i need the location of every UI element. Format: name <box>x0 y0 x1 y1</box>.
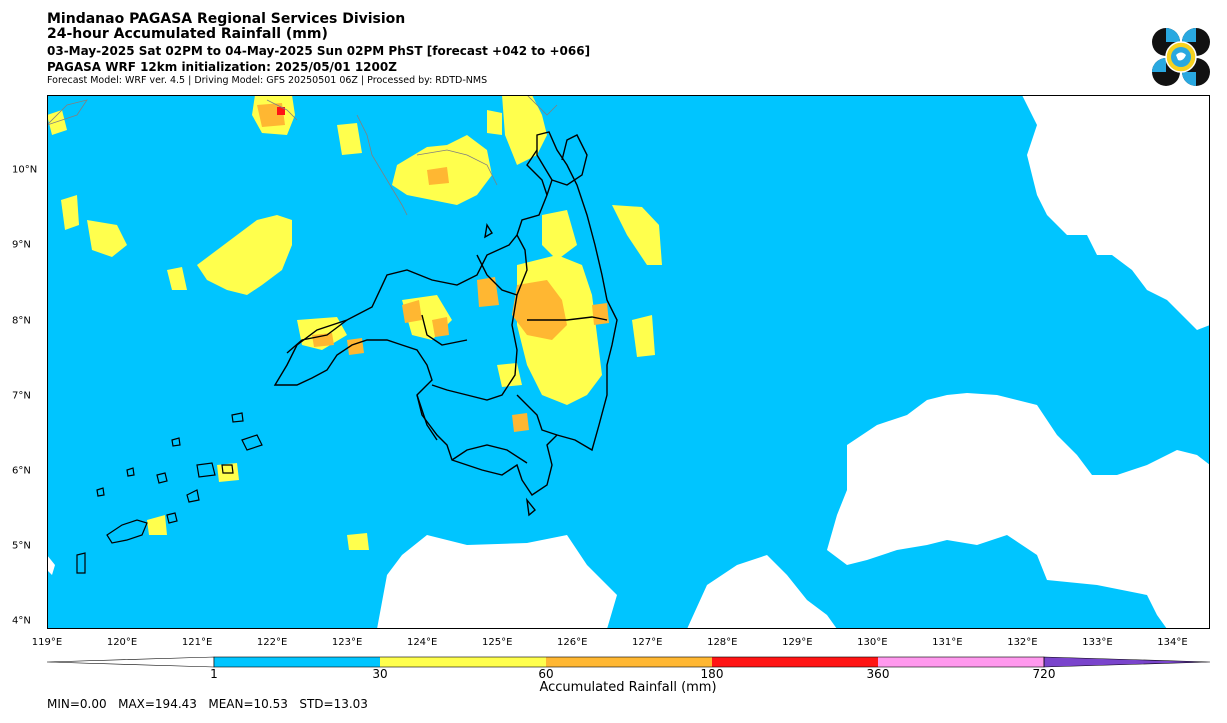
x-tick-label: 121°E <box>181 637 213 648</box>
rainfall-map <box>47 95 1210 629</box>
colorbar-label-360: 360 <box>866 667 890 681</box>
colorbar <box>46 656 1211 668</box>
x-tick-label: 127°E <box>632 637 663 648</box>
colorbar-segment-5 <box>878 657 1044 667</box>
colorbar-segment-under <box>46 656 215 668</box>
pagasa-seal-icon <box>1152 28 1210 86</box>
x-tick-label: 134°E <box>1157 637 1188 648</box>
x-tick-label: 128°E <box>707 637 738 648</box>
y-tick-label: 10°N <box>12 164 38 176</box>
x-tick-label: 123°E <box>331 637 363 648</box>
no-rain-areas <box>47 95 1210 629</box>
x-tick-label: 122°E <box>256 637 288 648</box>
heavy-rain-areas <box>277 107 285 115</box>
y-tick-label: 5°N <box>12 540 31 552</box>
forecast-period: 03-May-2025 Sat 02PM to 04-May-2025 Sun … <box>47 44 591 58</box>
x-tick-label: 126°E <box>557 637 588 648</box>
x-tick-label: 125°E <box>481 637 513 648</box>
x-tick-label: 132°E <box>1007 637 1038 648</box>
chart-title: Mindanao PAGASA Regional Services Divisi… <box>47 11 406 27</box>
colorbar-segment-1 <box>214 657 380 667</box>
x-tick-label: 131°E <box>932 637 963 648</box>
model-initialization: PAGASA WRF 12km initialization: 2025/05/… <box>47 60 397 74</box>
colorbar-label-720: 720 <box>1032 667 1056 681</box>
x-tick-label: 119°E <box>31 637 63 648</box>
x-tick-label: 120°E <box>106 637 138 648</box>
y-tick-label: 7°N <box>12 390 31 402</box>
colorbar-label-1: 1 <box>210 667 218 681</box>
x-tick-label: 130°E <box>857 637 888 648</box>
chart-subtitle: 24-hour Accumulated Rainfall (mm) <box>47 26 328 42</box>
colorbar-label-180: 180 <box>700 667 724 681</box>
colorbar-label-60: 60 <box>538 667 554 681</box>
x-tick-label: 133°E <box>1082 637 1113 648</box>
y-tick-label: 4°N <box>12 615 31 627</box>
visayas-outline <box>47 95 558 216</box>
statistics-summary: MIN=0.00 MAX=194.43 MEAN=10.53 STD=13.03 <box>47 697 368 711</box>
sulu-archipelago <box>76 412 263 574</box>
y-tick-label: 6°N <box>12 465 31 477</box>
colorbar-label-30: 30 <box>372 667 388 681</box>
model-info: Forecast Model: WRF ver. 4.5 | Driving M… <box>47 75 488 86</box>
moderate-rain-areas <box>257 103 609 432</box>
colorbar-segment-2 <box>380 657 546 667</box>
mindanao-outline <box>273 131 618 517</box>
colorbar-segment-over <box>1043 656 1211 668</box>
y-tick-label: 8°N <box>12 315 31 327</box>
x-tick-label: 124°E <box>406 637 438 648</box>
colorbar-segment-3 <box>546 657 712 667</box>
y-tick-label: 9°N <box>12 239 31 251</box>
colorbar-title: Accumulated Rainfall (mm) <box>539 680 717 695</box>
colorbar-segment-4 <box>712 657 878 667</box>
x-tick-label: 129°E <box>782 637 813 648</box>
